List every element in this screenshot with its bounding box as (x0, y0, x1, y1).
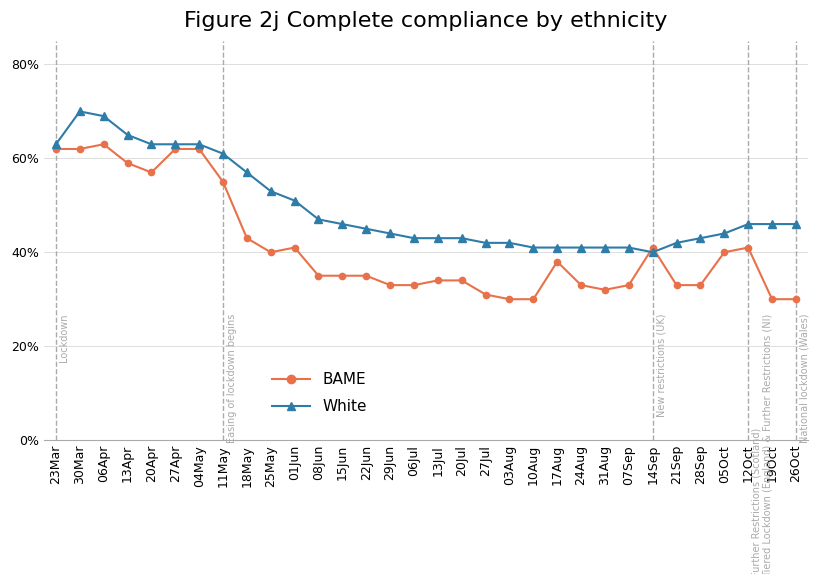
Line: BAME: BAME (53, 141, 799, 302)
Legend: BAME, White: BAME, White (266, 366, 372, 420)
White (386, 230, 395, 237)
BAME (409, 282, 419, 289)
Text: Further Restrictions (Scotland)
Tiered Lockdown (England) & Further Restrictions: Further Restrictions (Scotland) Tiered L… (752, 313, 774, 574)
White (242, 169, 252, 176)
BAME (695, 282, 705, 289)
White (552, 244, 562, 251)
White (648, 249, 658, 255)
White (75, 108, 85, 115)
BAME (242, 235, 252, 242)
BAME (51, 146, 61, 153)
BAME (529, 296, 538, 302)
White (505, 239, 515, 246)
BAME (552, 258, 562, 265)
Title: Figure 2j Complete compliance by ethnicity: Figure 2j Complete compliance by ethnici… (184, 11, 667, 31)
BAME (576, 282, 586, 289)
White (289, 197, 299, 204)
BAME (767, 296, 777, 302)
White (170, 141, 180, 148)
BAME (313, 272, 323, 279)
White (481, 239, 491, 246)
White (218, 150, 228, 157)
White (600, 244, 610, 251)
Line: White: White (52, 107, 800, 256)
Text: Lockdown: Lockdown (59, 313, 70, 362)
Text: New restrictions (UK): New restrictions (UK) (656, 313, 667, 417)
White (146, 141, 156, 148)
White (409, 235, 419, 242)
White (624, 244, 634, 251)
BAME (791, 296, 801, 302)
BAME (289, 244, 299, 251)
White (51, 141, 61, 148)
BAME (338, 272, 348, 279)
White (362, 226, 372, 232)
BAME (362, 272, 372, 279)
BAME (122, 160, 132, 166)
BAME (743, 244, 753, 251)
White (743, 220, 753, 227)
BAME (170, 146, 180, 153)
White (791, 220, 801, 227)
White (529, 244, 538, 251)
BAME (719, 249, 729, 255)
White (338, 220, 348, 227)
BAME (672, 282, 681, 289)
BAME (481, 291, 491, 298)
Text: National lockdown (Wales): National lockdown (Wales) (800, 313, 810, 443)
BAME (457, 277, 467, 284)
White (695, 235, 705, 242)
White (576, 244, 586, 251)
BAME (146, 169, 156, 176)
White (266, 188, 275, 195)
White (194, 141, 204, 148)
BAME (266, 249, 275, 255)
White (313, 216, 323, 223)
BAME (386, 282, 395, 289)
BAME (624, 282, 634, 289)
White (719, 230, 729, 237)
White (122, 131, 132, 138)
BAME (218, 179, 228, 185)
White (672, 239, 681, 246)
BAME (194, 146, 204, 153)
White (433, 235, 443, 242)
Text: Easing of lockdown begins: Easing of lockdown begins (227, 313, 237, 443)
White (457, 235, 467, 242)
White (767, 220, 777, 227)
BAME (505, 296, 515, 302)
BAME (648, 244, 658, 251)
BAME (600, 286, 610, 293)
BAME (433, 277, 443, 284)
BAME (75, 146, 85, 153)
White (99, 113, 109, 119)
BAME (99, 141, 109, 148)
